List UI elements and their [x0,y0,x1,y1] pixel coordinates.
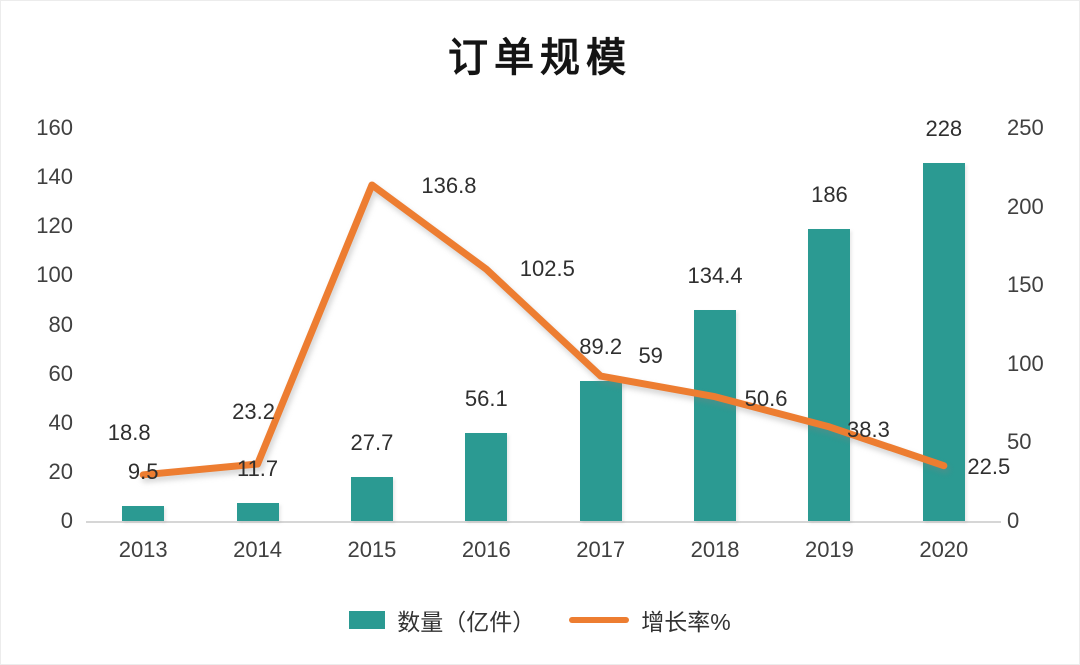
legend-bar-swatch [349,611,386,629]
y-axis-left-tick: 120 [36,213,73,239]
line-value-label: 102.5 [519,256,575,282]
bar-value-label: 11.7 [236,455,279,481]
bar-value-label: 228 [925,115,963,141]
chart-title: 订单规模 [448,36,632,80]
quantity-bar [465,432,508,521]
legend-bar-label: 数量（亿件） [397,609,536,635]
y-axis-left-tick: 0 [60,508,73,533]
legend-line-label: 增长率% [641,609,731,635]
quantity-bar [579,380,622,521]
bar-value-label: 9.5 [127,459,159,485]
line-value-label: 59 [638,343,663,369]
y-axis-right-tick: 150 [1007,272,1044,298]
y-axis-right-tick: 100 [1007,350,1044,376]
bar-value-label: 186 [811,181,848,207]
bar-value-label: 89.2 [579,333,623,359]
line-value-label: 38.3 [847,416,890,442]
x-axis-label: 2018 [690,537,740,562]
y-axis-left-tick: 100 [36,262,73,288]
legend: 数量（亿件） 增长率% [1,601,1079,639]
y-axis-left-tick: 60 [48,360,73,386]
line-value-label: 50.6 [744,385,788,411]
legend-item-quantity: 数量（亿件） [349,603,535,637]
y-axis-left-tick: 40 [48,409,73,435]
y-axis-right-tick: 200 [1007,193,1044,219]
x-axis-label: 2014 [233,537,283,562]
x-axis-label: 2016 [461,537,511,562]
quantity-bar [694,309,737,521]
bar-value-label: 134.4 [687,262,743,288]
legend-line-swatch [569,617,630,623]
y-axis-left-tick: 140 [36,164,73,190]
line-value-label: 18.8 [107,419,151,445]
x-axis-label: 2015 [347,537,397,562]
y-axis-right-tick: 0 [1007,508,1020,533]
x-axis-label: 2017 [576,537,626,562]
line-value-label: 23.2 [232,399,275,424]
y-axis-right-tick: 250 [1007,115,1044,140]
bar-value-label: 56.1 [464,385,508,411]
x-axis-label: 2020 [919,537,969,562]
legend-item-growth: 增长率% [569,603,731,637]
x-axis-label: 2013 [118,537,168,562]
growth-rate-line [139,181,948,479]
line-value-label: 136.8 [421,172,477,198]
x-axis-line [86,521,1001,523]
line-value-label: 22.5 [967,453,1011,479]
x-axis-label: 2019 [804,537,854,562]
quantity-bar [350,477,393,521]
y-axis-left-tick: 160 [36,115,73,140]
bar-value-label: 27.7 [350,430,394,456]
quantity-bar [808,228,851,521]
quantity-bar [122,506,165,521]
y-axis-left-tick: 80 [48,311,73,337]
y-axis-right-tick: 50 [1007,429,1032,455]
y-axis-left-tick: 20 [48,458,73,484]
quantity-bar [236,502,279,521]
